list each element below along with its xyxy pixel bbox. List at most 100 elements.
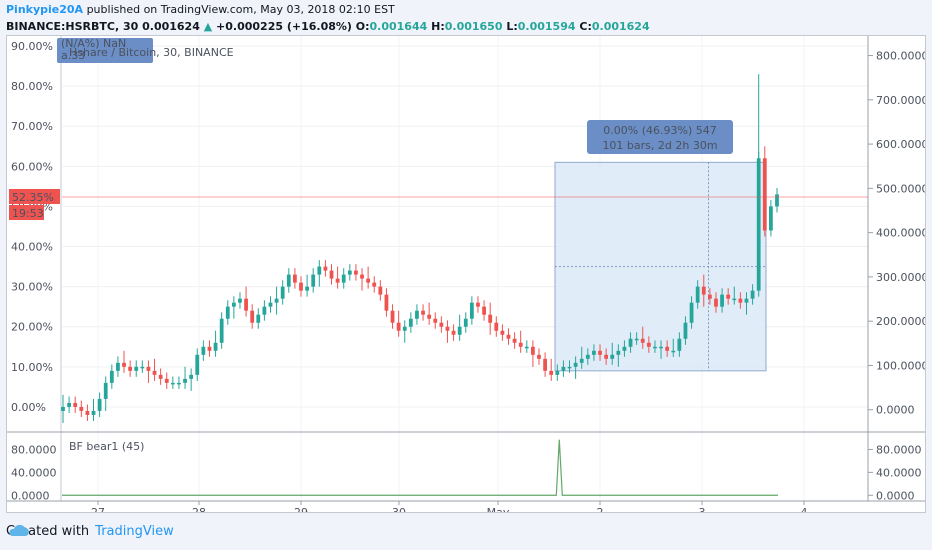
- candle-body: [732, 298, 737, 301]
- candle-body: [73, 402, 78, 407]
- low-label: L:: [506, 20, 518, 33]
- candle-body: [207, 346, 212, 351]
- close-label: C:: [579, 20, 592, 33]
- candle-body: [549, 370, 554, 375]
- tradingview-logo-text[interactable]: TradingView: [95, 524, 174, 539]
- high-value: 0.001650: [444, 20, 503, 33]
- candle-body: [604, 354, 609, 359]
- left-tick-label: 0.00%: [11, 401, 46, 414]
- candle-body: [756, 158, 761, 291]
- candle-body: [335, 278, 340, 283]
- time-tick-label: 28: [192, 506, 206, 512]
- chart-canvas[interactable]: 0.00% (46.93%) 547 101 bars, 2d 2h 30m (…: [7, 36, 925, 512]
- legend-overlay-line2: a.33: [61, 49, 85, 62]
- candle-body: [433, 318, 438, 323]
- right-tick-label: 500.0000: [876, 182, 925, 195]
- time-tick-label: 27: [91, 506, 105, 512]
- right-tick-label: 300.0000: [876, 271, 925, 284]
- up-arrow-icon: ▲: [203, 20, 213, 33]
- candle-body: [561, 366, 566, 371]
- current-value-label: 52.35%: [12, 191, 54, 204]
- candle-body: [140, 366, 145, 369]
- candle-body: [146, 366, 151, 371]
- candle-body: [622, 346, 627, 351]
- left-tick-label: 70.00%: [11, 120, 53, 133]
- chart-card: 0.00% (46.93%) 547 101 bars, 2d 2h 30m (…: [6, 35, 926, 513]
- candle-body: [219, 318, 224, 343]
- candle-body: [85, 410, 90, 415]
- candle-body: [329, 270, 334, 279]
- time-tick-label: 4: [801, 506, 808, 512]
- candle-body: [775, 194, 779, 207]
- right-tick-label: 600.0000: [876, 138, 925, 151]
- candle-body: [402, 326, 407, 331]
- candle-body: [421, 310, 425, 315]
- candle-body: [341, 274, 346, 283]
- candle-body: [225, 306, 230, 319]
- candle-body: [683, 322, 688, 339]
- candle-body: [116, 362, 120, 371]
- candle-body: [250, 310, 255, 323]
- ohlc-row: BINANCE:HSRBTC, 30 0.001624 ▲ +0.000225 …: [6, 18, 926, 35]
- candle-body: [585, 354, 590, 359]
- candle-body: [457, 326, 462, 335]
- indicator-left-axis: 80.0000 40.0000 0.0000: [11, 443, 57, 502]
- candle-body: [195, 354, 200, 375]
- candle-body: [494, 322, 499, 331]
- author-link[interactable]: Pinkypie20A: [6, 3, 84, 16]
- candle-body: [134, 366, 139, 371]
- candle-body: [677, 338, 682, 351]
- candle-body: [506, 334, 511, 339]
- measure-label-line1: 0.00% (46.93%) 547: [603, 124, 716, 137]
- candle-body: [396, 322, 401, 331]
- indicator-left-tick: 0.0000: [11, 489, 50, 502]
- candle-body: [354, 270, 358, 275]
- candle-body: [646, 342, 651, 347]
- open-value: 0.001644: [369, 20, 428, 33]
- time-tick-label: May: [487, 506, 510, 512]
- candle-body: [79, 406, 84, 411]
- candle-body: [640, 338, 645, 343]
- candle-body: [634, 338, 639, 341]
- candle-body: [286, 274, 291, 287]
- right-tick-label: 200.0000: [876, 315, 925, 328]
- indicator-right-tick: 0.0000: [876, 489, 915, 502]
- indicator-right-axis: 80.0000 40.0000 0.0000: [868, 443, 922, 502]
- right-tick-label: 700.0000: [876, 94, 925, 107]
- indicator-right-tick: 80.0000: [876, 443, 922, 456]
- candle-body: [427, 314, 432, 319]
- candle-body: [689, 302, 694, 323]
- candle-body: [445, 326, 450, 331]
- indicator-title: BF bear1 (45): [69, 440, 144, 453]
- last-price: 0.001624: [142, 20, 200, 33]
- candle-body: [299, 282, 303, 291]
- candle-body: [598, 350, 602, 355]
- candle-body: [543, 358, 547, 371]
- left-tick-label: 60.00%: [11, 160, 53, 173]
- candle-body: [653, 346, 657, 349]
- candle-body: [720, 294, 724, 307]
- candle-body: [323, 266, 328, 271]
- candle-body: [170, 382, 175, 385]
- candle-body: [152, 370, 157, 375]
- chart-header: Pinkypie20A published on TradingView.com…: [6, 1, 926, 35]
- candle-body: [360, 274, 364, 279]
- left-tick-label: 90.00%: [11, 40, 53, 53]
- candle-body: [189, 374, 194, 379]
- time-tick-label: 2: [597, 506, 604, 512]
- tradingview-cloud-icon: [9, 524, 30, 536]
- candle-body: [555, 370, 560, 375]
- candle-body: [384, 294, 389, 311]
- candle-body: [744, 298, 749, 303]
- right-price-axis: 800.0000 700.0000 600.0000 500.0000 400.0000…: [868, 50, 925, 417]
- candle-body: [238, 298, 242, 303]
- candle-body: [201, 346, 206, 355]
- candle-body: [439, 322, 444, 327]
- candle-body: [671, 350, 676, 353]
- candle-body: [659, 346, 663, 349]
- candle-body: [573, 362, 578, 367]
- candle-body: [610, 354, 615, 359]
- candle-body: [128, 366, 133, 371]
- published-text: published on TradingView.com, May 03, 20…: [86, 3, 395, 16]
- candle-body: [701, 286, 706, 295]
